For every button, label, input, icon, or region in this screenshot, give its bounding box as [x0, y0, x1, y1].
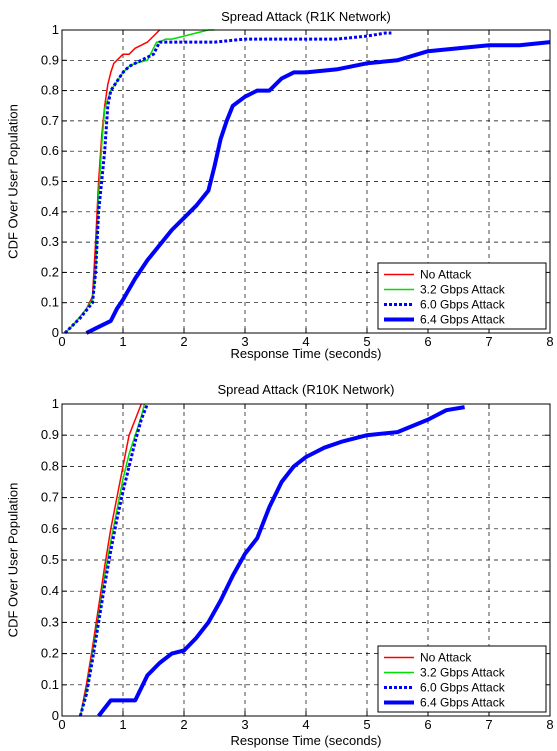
x-tick-label: 7: [485, 717, 492, 732]
y-tick-label: 0.6: [41, 143, 59, 158]
plot-area: 0 1 2 3 4 5 6 7 8 0 0.1 0.2 0.3 0.4 0.5 0.6 0.7 0.8 0.9 1 No…: [41, 396, 554, 732]
legend-label: 6.0 Gbps Attack: [420, 298, 506, 312]
y-tick-label: 0.3: [41, 614, 59, 629]
x-tick-label: 8: [546, 717, 553, 732]
x-tick-label: 1: [119, 717, 126, 732]
y-tick-label: 1: [52, 396, 59, 411]
x-tick-label: 3: [241, 717, 248, 732]
x-tick-label: 4: [302, 717, 309, 732]
x-tick-label: 2: [180, 717, 187, 732]
y-tick-label: 0.7: [41, 490, 59, 505]
y-tick-label: 0.9: [41, 52, 59, 67]
x-tick-label: 1: [119, 334, 126, 349]
y-tick-label: 0.9: [41, 427, 59, 442]
x-tick-label: 3: [241, 334, 248, 349]
y-tick-label: 0.4: [41, 204, 59, 219]
legend-label: 6.0 Gbps Attack: [420, 681, 506, 695]
y-axis-label: CDF Over User Population: [5, 104, 20, 259]
x-tick-label: 4: [302, 334, 309, 349]
y-tick-label: 1: [52, 22, 59, 37]
x-tick-label: 8: [546, 334, 553, 349]
x-axis-label: Response Time (seconds): [230, 733, 381, 748]
y-tick-label: 0.5: [41, 552, 59, 567]
series-line-3: [97, 405, 465, 718]
y-tick-label: 0.4: [41, 583, 59, 598]
x-tick-label: 6: [424, 717, 431, 732]
y-tick-label: 0.1: [41, 295, 59, 310]
y-tick-label: 0.3: [41, 234, 59, 249]
chart-title: Spread Attack (R1K Network): [221, 9, 391, 24]
y-tick-label: 0.6: [41, 521, 59, 536]
x-tick-label: 0: [58, 334, 65, 349]
y-tick-label: 0.1: [41, 677, 59, 692]
plot-area: 0 1 2 3 4 5 6 7 8 0 0.1 0.2 0.3 0.4 0.5 0.6 0.7 0.8 0.9 1 No…: [41, 22, 554, 349]
series-line-0: [79, 403, 142, 717]
y-tick-label: 0: [52, 708, 59, 723]
y-tick-label: 0.8: [41, 83, 59, 98]
x-tick-label: 2: [180, 334, 187, 349]
legend-label: No Attack: [420, 268, 472, 282]
chart-title: Spread Attack (R10K Network): [217, 382, 394, 397]
legend-label: 3.2 Gbps Attack: [420, 283, 506, 297]
chart-r1k: Spread Attack (R1K Network) Response Tim…: [5, 9, 553, 361]
legend-label: 3.2 Gbps Attack: [420, 666, 506, 680]
y-tick-label: 0.8: [41, 458, 59, 473]
y-tick-label: 0.2: [41, 264, 59, 279]
plot-frame: [61, 29, 551, 334]
x-tick-label: 0: [58, 717, 65, 732]
series-line-2: [63, 31, 392, 335]
series-line-3: [85, 40, 551, 335]
y-tick-label: 0.7: [41, 113, 59, 128]
chart-r10k: Spread Attack (R10K Network) Response Ti…: [5, 382, 553, 748]
x-tick-label: 5: [363, 717, 370, 732]
legend-label: No Attack: [420, 651, 472, 665]
x-tick-label: 7: [485, 334, 492, 349]
series-line-2: [78, 403, 149, 717]
legend-label: 6.4 Gbps Attack: [420, 696, 506, 710]
y-tick-label: 0.2: [41, 646, 59, 661]
plot-frame: [61, 403, 551, 717]
x-tick-label: 6: [424, 334, 431, 349]
y-tick-label: 0.5: [41, 174, 59, 189]
legend-label: 6.4 Gbps Attack: [420, 313, 506, 327]
y-tick-label: 0: [52, 325, 59, 340]
x-axis-label: Response Time (seconds): [230, 346, 381, 361]
y-axis-label: CDF Over User Population: [5, 483, 20, 638]
x-tick-label: 5: [363, 334, 370, 349]
